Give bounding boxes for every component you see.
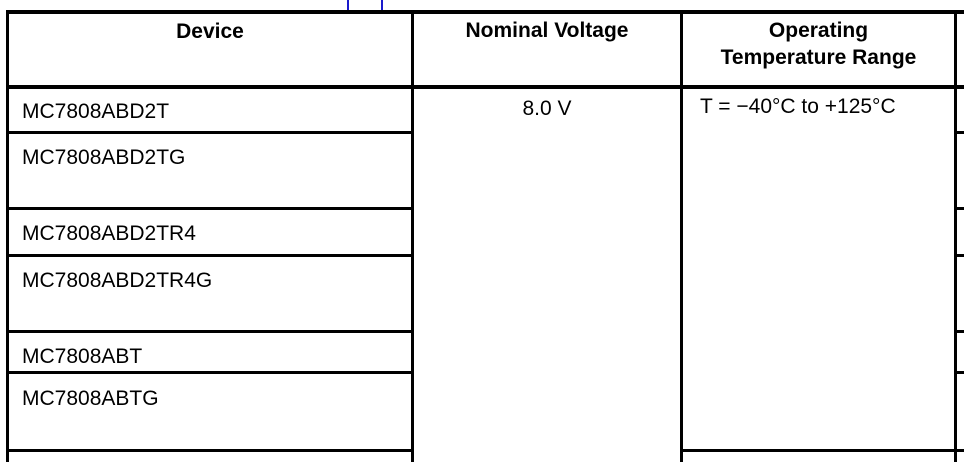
column-header-nominal-voltage: Nominal Voltage (465, 19, 629, 42)
device-row-separator (6, 449, 414, 452)
device-cell: MC7808ABTG (22, 387, 159, 410)
table-border-voltage-temp (680, 10, 683, 462)
device-row-separator (6, 371, 414, 374)
column-header-operating-temp-line2: Temperature Range (720, 46, 917, 69)
table-header-bottom-border (6, 85, 964, 89)
device-cell: MC7808ABD2T (22, 100, 170, 123)
table-border-left (6, 10, 9, 462)
device-cell: MC7808ABD2TG (22, 146, 186, 169)
device-row-separator (6, 330, 414, 333)
operating-temp-cell: T = −40°C to +125°C (700, 95, 896, 118)
column-header-device: Device (176, 20, 244, 43)
device-row-separator (6, 131, 414, 134)
nominal-voltage-cell: 8.0 V (522, 97, 572, 120)
cutoff-column-row-separator (954, 207, 964, 210)
cutoff-column-row-separator (954, 371, 964, 374)
column-header-operating-temp-line1: Operating (768, 19, 869, 42)
device-cell: MC7808ABD2TR4 (22, 222, 196, 245)
cutoff-column-row-separator (954, 330, 964, 333)
temp-group-bottom-border (680, 449, 964, 452)
column-header-operating-temp: Operating Temperature Range (683, 17, 954, 71)
device-cell: MC7808ABD2TR4G (22, 269, 213, 292)
table-border-device-voltage (411, 10, 414, 462)
table-border-temp-right (954, 10, 957, 462)
device-row-separator (6, 207, 414, 210)
cutoff-column-row-separator (954, 131, 964, 134)
device-row-separator (6, 254, 414, 257)
table-border-top (6, 10, 964, 14)
device-cell: MC7808ABT (22, 345, 143, 368)
cutoff-column-row-separator (954, 254, 964, 257)
